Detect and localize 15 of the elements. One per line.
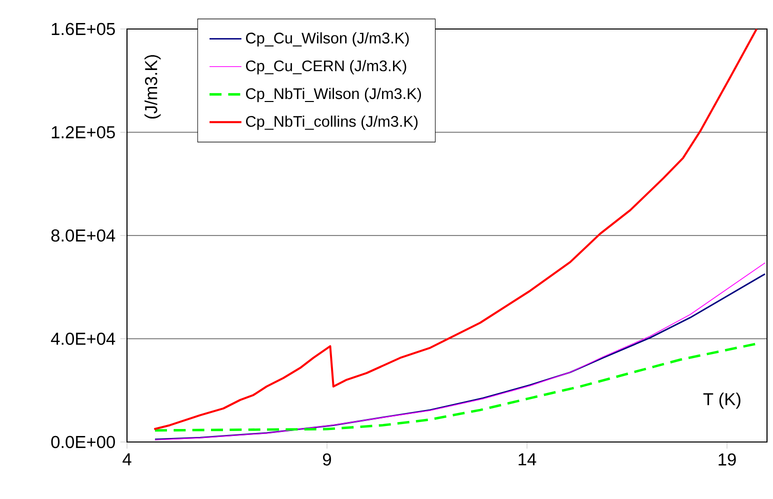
y-tick-label: 4.0E+04: [50, 332, 116, 345]
legend-label: Cp_NbTi_collins (J/m3.K): [246, 116, 418, 130]
x-tick-label: 14: [518, 453, 536, 466]
x-tick-label: 4: [122, 453, 132, 466]
y-tick-label: 0.0E+00: [51, 436, 115, 448]
legend-label: Cp_NbTi_Wilson (J/m3.K): [246, 88, 421, 102]
y-tick-label: 8.0E+04: [51, 229, 116, 242]
y-axis-title: (J/m3.K): [144, 55, 161, 118]
y-tick-label: 1.6E+05: [52, 22, 115, 36]
x-tick-label: 19: [718, 453, 736, 466]
x-tick-label: 9: [323, 453, 332, 466]
legend-label: Cp_Cu_CERN (J/m3.K): [246, 60, 406, 74]
y-tick-label: 1.2E+05: [52, 126, 115, 138]
legend-label: Cp_Cu_Wilson (J/m3.K): [246, 32, 409, 47]
x-axis-title: T (K): [703, 392, 740, 409]
